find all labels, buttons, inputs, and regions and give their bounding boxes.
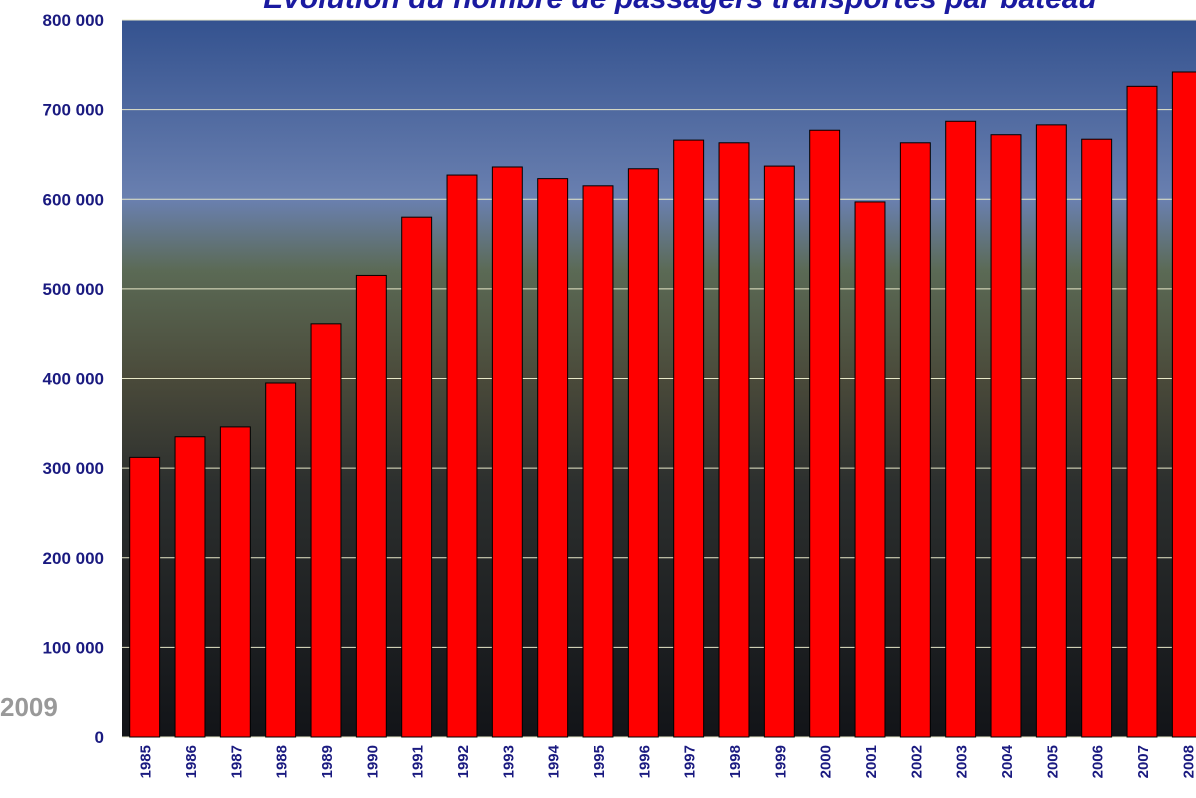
y-tick-label: 600 000	[43, 190, 104, 209]
bar	[401, 216, 433, 738]
x-tick-label: 1993	[500, 745, 517, 778]
bar	[627, 168, 659, 738]
chart-title: Evolution du nombre de passagers transpo…	[263, 0, 1097, 15]
bar	[899, 142, 931, 738]
y-tick-label: 300 000	[43, 459, 104, 478]
bar	[265, 382, 297, 738]
x-tick-label: 1996	[636, 745, 653, 778]
x-tick-label: 1992	[455, 745, 472, 778]
bar	[718, 142, 750, 738]
x-tick-label: 1995	[591, 745, 608, 778]
x-tick-label: 1997	[682, 745, 699, 778]
x-tick-label: 1999	[772, 745, 789, 778]
bar	[491, 166, 523, 738]
x-tick-label: 2002	[908, 745, 925, 778]
x-tick-label: 1991	[410, 745, 427, 778]
y-tick-label: 0	[95, 728, 104, 747]
bar	[582, 185, 614, 738]
bar	[537, 178, 569, 738]
bar	[945, 120, 977, 738]
y-tick-label: 500 000	[43, 280, 104, 299]
x-tick-label: 1994	[546, 744, 563, 778]
bar	[1081, 138, 1113, 738]
bar	[809, 129, 841, 738]
bar	[174, 436, 206, 738]
bar	[673, 139, 705, 738]
x-tick-label: 1986	[183, 745, 200, 778]
y-tick-label: 400 000	[43, 370, 104, 389]
bar	[1035, 124, 1067, 738]
x-tick-label: 2005	[1044, 745, 1061, 778]
bar	[129, 456, 161, 738]
y-tick-label: 200 000	[43, 549, 104, 568]
x-tick-label: 1989	[319, 745, 336, 778]
x-tick-label: 2006	[1090, 745, 1107, 778]
y-tick-label: 100 000	[43, 638, 104, 657]
x-tick-label: 1998	[727, 745, 744, 778]
x-tick-label: 2007	[1135, 745, 1152, 778]
x-tick-label: 2001	[863, 745, 880, 778]
x-tick-label: 1988	[274, 745, 291, 778]
x-tick-label: 1985	[138, 745, 155, 778]
bar	[1171, 71, 1196, 738]
x-tick-label: 2003	[954, 745, 971, 778]
bar	[355, 274, 387, 738]
x-tick-label: 1987	[228, 745, 245, 778]
x-tick-label: 2008	[1180, 745, 1196, 778]
bar	[446, 174, 478, 738]
bar	[219, 426, 251, 738]
x-tick-label: 2000	[818, 745, 835, 778]
x-tick-label: 2004	[999, 744, 1016, 778]
note: 2009	[0, 692, 58, 722]
bar	[310, 323, 342, 738]
x-tick-label: 1990	[364, 745, 381, 778]
y-tick-label: 700 000	[43, 101, 104, 120]
bar	[763, 165, 795, 738]
y-tick-label: 800 000	[43, 11, 104, 30]
bar	[854, 201, 886, 738]
bar	[1126, 85, 1158, 738]
bar	[990, 134, 1022, 738]
